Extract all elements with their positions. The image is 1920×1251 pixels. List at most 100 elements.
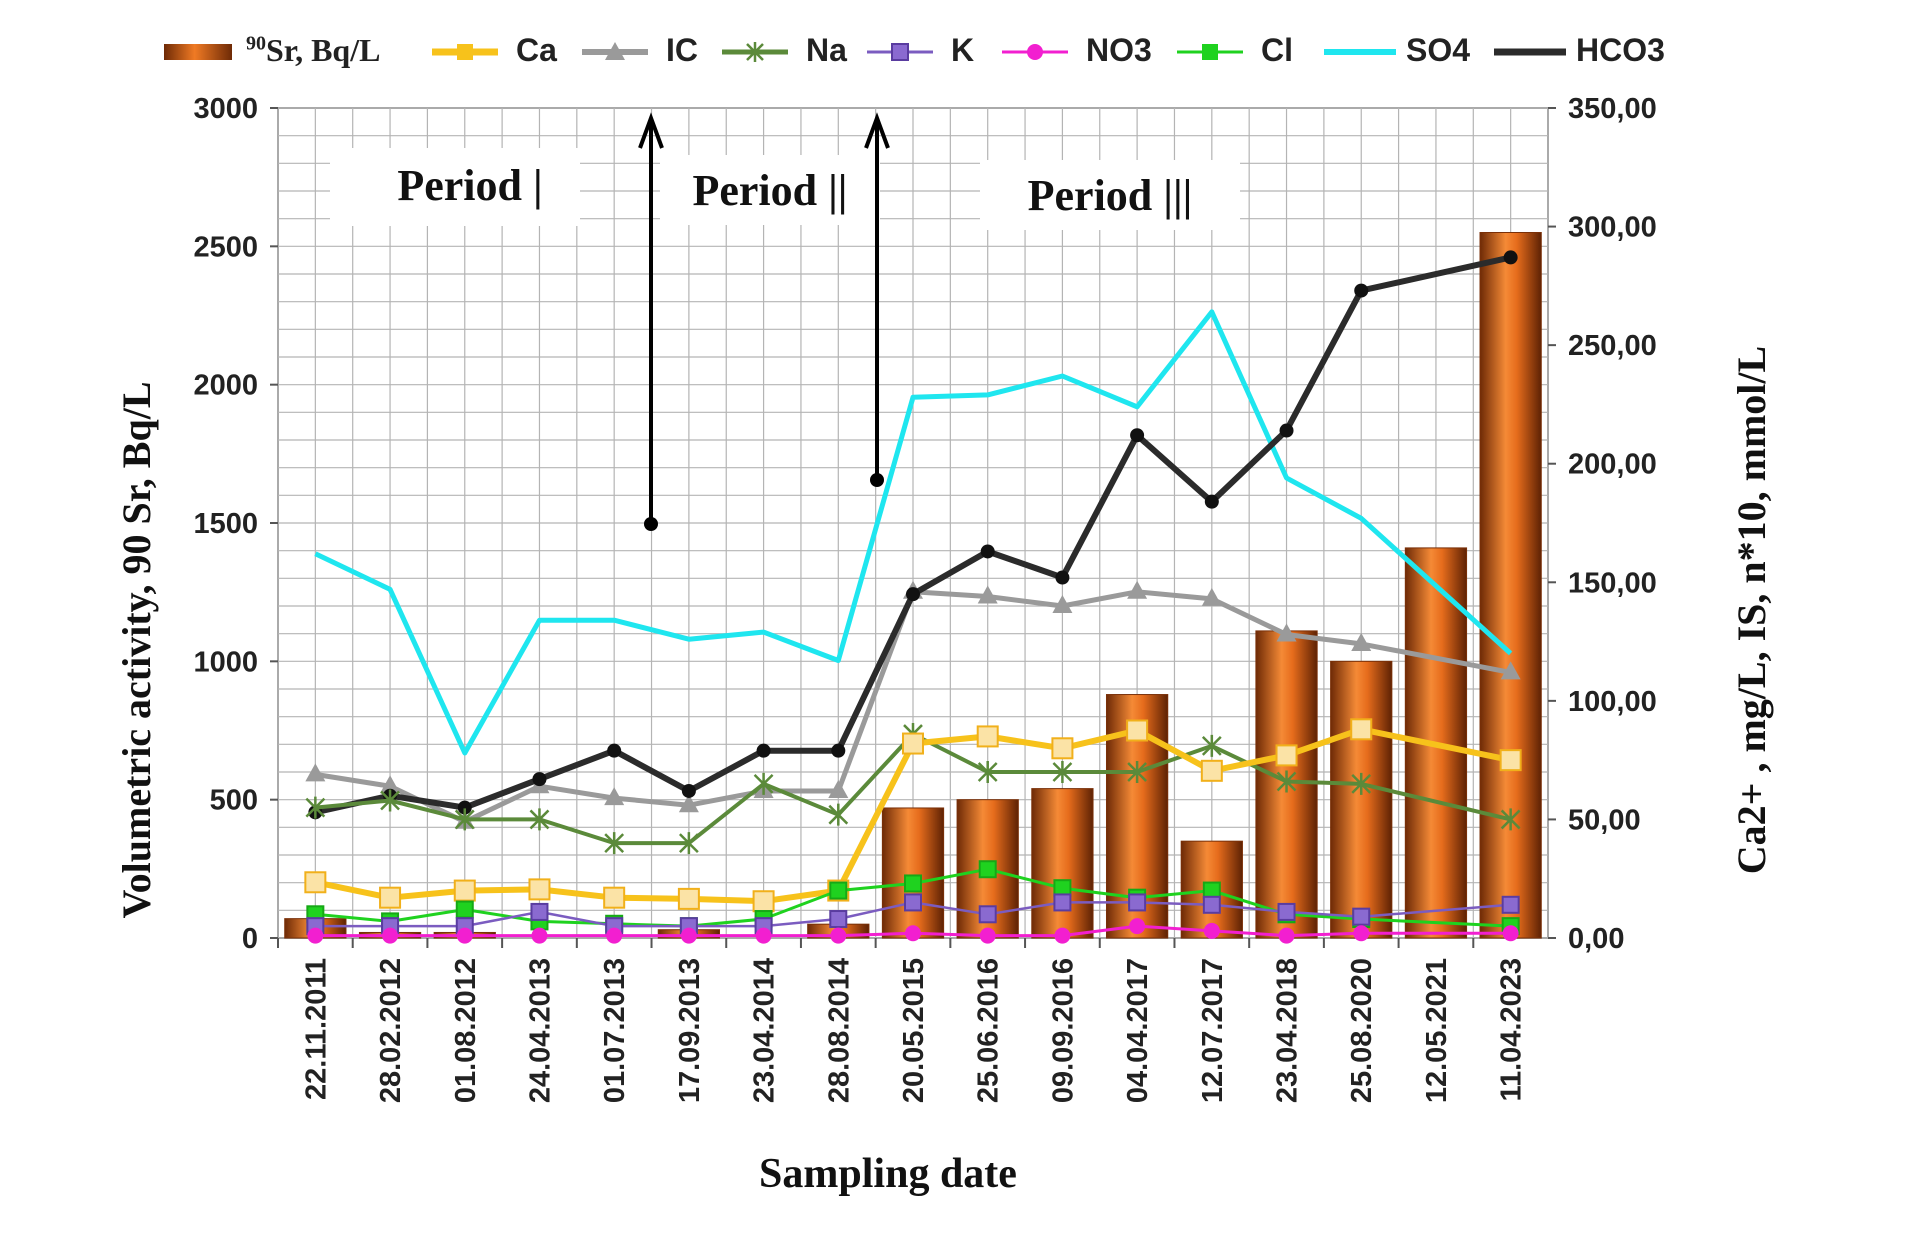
point-ic-28.08.2014 bbox=[828, 779, 849, 798]
point-ic-01.07.2013 bbox=[604, 787, 625, 806]
line-series-no3 bbox=[307, 918, 1519, 944]
legend-swatch-ic bbox=[582, 42, 648, 60]
point-k-25.08.2020 bbox=[1352, 907, 1371, 926]
legend-item-ic: IC bbox=[580, 28, 698, 72]
x-axis-tick-label: 04.04.2017 bbox=[1122, 958, 1154, 1103]
line-series-so4 bbox=[314, 309, 1513, 756]
point-no3-12.07.2017 bbox=[1203, 922, 1220, 939]
point-no3-23.04.2018 bbox=[1278, 927, 1295, 944]
left-axis-title: Volumetric activity, 90 Sr, Bq/L bbox=[114, 381, 159, 918]
point-ic-22.11.2011 bbox=[305, 763, 326, 782]
point-no3-20.05.2015 bbox=[905, 925, 921, 942]
legend-item-hco3: HCO3 bbox=[1490, 28, 1665, 72]
point-na-22.11.2011 bbox=[305, 796, 326, 819]
point-hco3-17.09.2013 bbox=[681, 783, 696, 798]
left-axis-tick-label: 2000 bbox=[193, 370, 258, 402]
right-axis-tick-label: 100,00 bbox=[1568, 686, 1657, 718]
legend-swatch-na bbox=[722, 42, 788, 62]
period-1-label: Period | bbox=[397, 161, 542, 210]
point-na-25.06.2016 bbox=[977, 761, 998, 783]
x-axis-tick-label: 28.08.2014 bbox=[823, 958, 855, 1103]
point-no3-24.04.2013 bbox=[531, 927, 548, 944]
point-k-20.05.2015 bbox=[904, 893, 922, 912]
legend-swatch-sr bbox=[164, 44, 232, 60]
period-3-box bbox=[980, 160, 1240, 230]
point-ic-28.02.2012 bbox=[380, 775, 401, 794]
x-axis-tick-label: 01.08.2012 bbox=[450, 958, 482, 1103]
point-no3-25.08.2020 bbox=[1353, 925, 1370, 942]
point-na-23.04.2018 bbox=[1276, 770, 1297, 793]
point-cl-01.08.2012 bbox=[455, 900, 474, 919]
point-k-09.09.2016 bbox=[1053, 893, 1072, 912]
line-k bbox=[315, 901, 1511, 928]
right-axis-tick-label: 250,00 bbox=[1568, 330, 1657, 362]
x-axis-tick-label: 12.05.2021 bbox=[1421, 958, 1453, 1103]
left-axis-tick-label: 1000 bbox=[193, 646, 258, 678]
legend-swatch-k bbox=[867, 43, 933, 61]
legend-label-cl: Cl bbox=[1261, 31, 1293, 68]
point-cl-28.08.2014 bbox=[829, 881, 848, 900]
point-k-23.04.2018 bbox=[1277, 902, 1296, 921]
point-hco3-23.04.2018 bbox=[1279, 423, 1294, 438]
point-k-11.04.2023 bbox=[1501, 895, 1520, 914]
period-3-label: Period ||| bbox=[1028, 171, 1193, 220]
legend-label-hco3: HCO3 bbox=[1576, 31, 1665, 68]
point-no3-11.04.2023 bbox=[1502, 925, 1519, 942]
legend-swatch-hco3 bbox=[1494, 48, 1566, 56]
legend-item-cl: Cl bbox=[1175, 28, 1293, 72]
point-ic-25.08.2020 bbox=[1351, 632, 1372, 651]
right-axis-tick-label: 50,00 bbox=[1568, 804, 1641, 836]
point-na-28.08.2014 bbox=[828, 803, 849, 826]
left-axis-tick-label: 2500 bbox=[193, 231, 258, 263]
point-k-04.04.2017 bbox=[1128, 893, 1147, 912]
legend-label-ca: Ca bbox=[516, 31, 557, 68]
line-so4 bbox=[314, 309, 1513, 756]
x-axis-tick-label: 25.06.2016 bbox=[973, 958, 1005, 1103]
legend-item-k: K bbox=[865, 28, 974, 72]
x-axis-tick-label: 23.04.2018 bbox=[1272, 958, 1304, 1103]
x-axis-tick-label: 11.04.2023 bbox=[1496, 958, 1528, 1102]
point-na-28.02.2012 bbox=[380, 789, 400, 812]
point-hco3-28.08.2014 bbox=[831, 743, 846, 758]
point-na-09.09.2016 bbox=[1052, 761, 1073, 783]
legend-label-so4: SO4 bbox=[1406, 31, 1471, 68]
point-ic-23.04.2018 bbox=[1276, 623, 1297, 642]
point-hco3-20.05.2015 bbox=[906, 587, 920, 602]
point-ic-12.07.2017 bbox=[1201, 587, 1222, 606]
x-axis-tick-label: 17.09.2013 bbox=[674, 958, 706, 1103]
legend-swatch-cl bbox=[1177, 44, 1243, 60]
right-axis-tick-label: 150,00 bbox=[1568, 567, 1657, 599]
x-axis-tick-label: 20.05.2015 bbox=[898, 958, 930, 1103]
point-no3-28.08.2014 bbox=[830, 927, 847, 944]
left-axis-tick-label: 0 bbox=[242, 923, 258, 955]
right-axis-tick-label: 300,00 bbox=[1568, 212, 1657, 244]
point-ca-25.06.2016 bbox=[976, 725, 999, 748]
legend-label-k: K bbox=[951, 31, 975, 68]
point-no3-22.11.2011 bbox=[307, 927, 324, 944]
point-k-24.04.2013 bbox=[530, 902, 549, 921]
legend: 90Sr, Bq/L Ca IC Na bbox=[0, 20, 1920, 80]
period-boundary-arrow-2 bbox=[864, 112, 890, 487]
bar-sr-11.04.2023 bbox=[1479, 232, 1542, 939]
point-ca-23.04.2014 bbox=[752, 890, 775, 913]
legend-label-no3: NO3 bbox=[1086, 31, 1152, 68]
point-no3-28.02.2012 bbox=[382, 927, 399, 944]
point-ic-09.09.2016 bbox=[1052, 595, 1073, 613]
right-axis-title: Ca2+ , mg/L, IS, n*10, mmol/L bbox=[1729, 346, 1774, 874]
x-axis-tick-label: 12.07.2017 bbox=[1197, 958, 1229, 1103]
point-hco3-09.09.2016 bbox=[1055, 570, 1070, 585]
point-hco3-24.04.2013 bbox=[532, 772, 547, 787]
point-k-25.06.2016 bbox=[978, 905, 997, 924]
x-axis-title: Sampling date bbox=[759, 1151, 1017, 1197]
point-cl-25.06.2016 bbox=[978, 860, 997, 879]
point-k-28.08.2014 bbox=[829, 910, 848, 929]
period-boundary-arrow-1 bbox=[638, 112, 664, 531]
point-no3-23.04.2014 bbox=[755, 927, 772, 944]
point-hco3-25.06.2016 bbox=[980, 544, 995, 559]
legend-item-ca: Ca bbox=[430, 28, 557, 72]
point-hco3-04.04.2017 bbox=[1130, 428, 1145, 443]
line-no3 bbox=[315, 924, 1511, 938]
point-ca-01.08.2012 bbox=[453, 879, 476, 902]
point-cl-20.05.2015 bbox=[904, 874, 922, 893]
